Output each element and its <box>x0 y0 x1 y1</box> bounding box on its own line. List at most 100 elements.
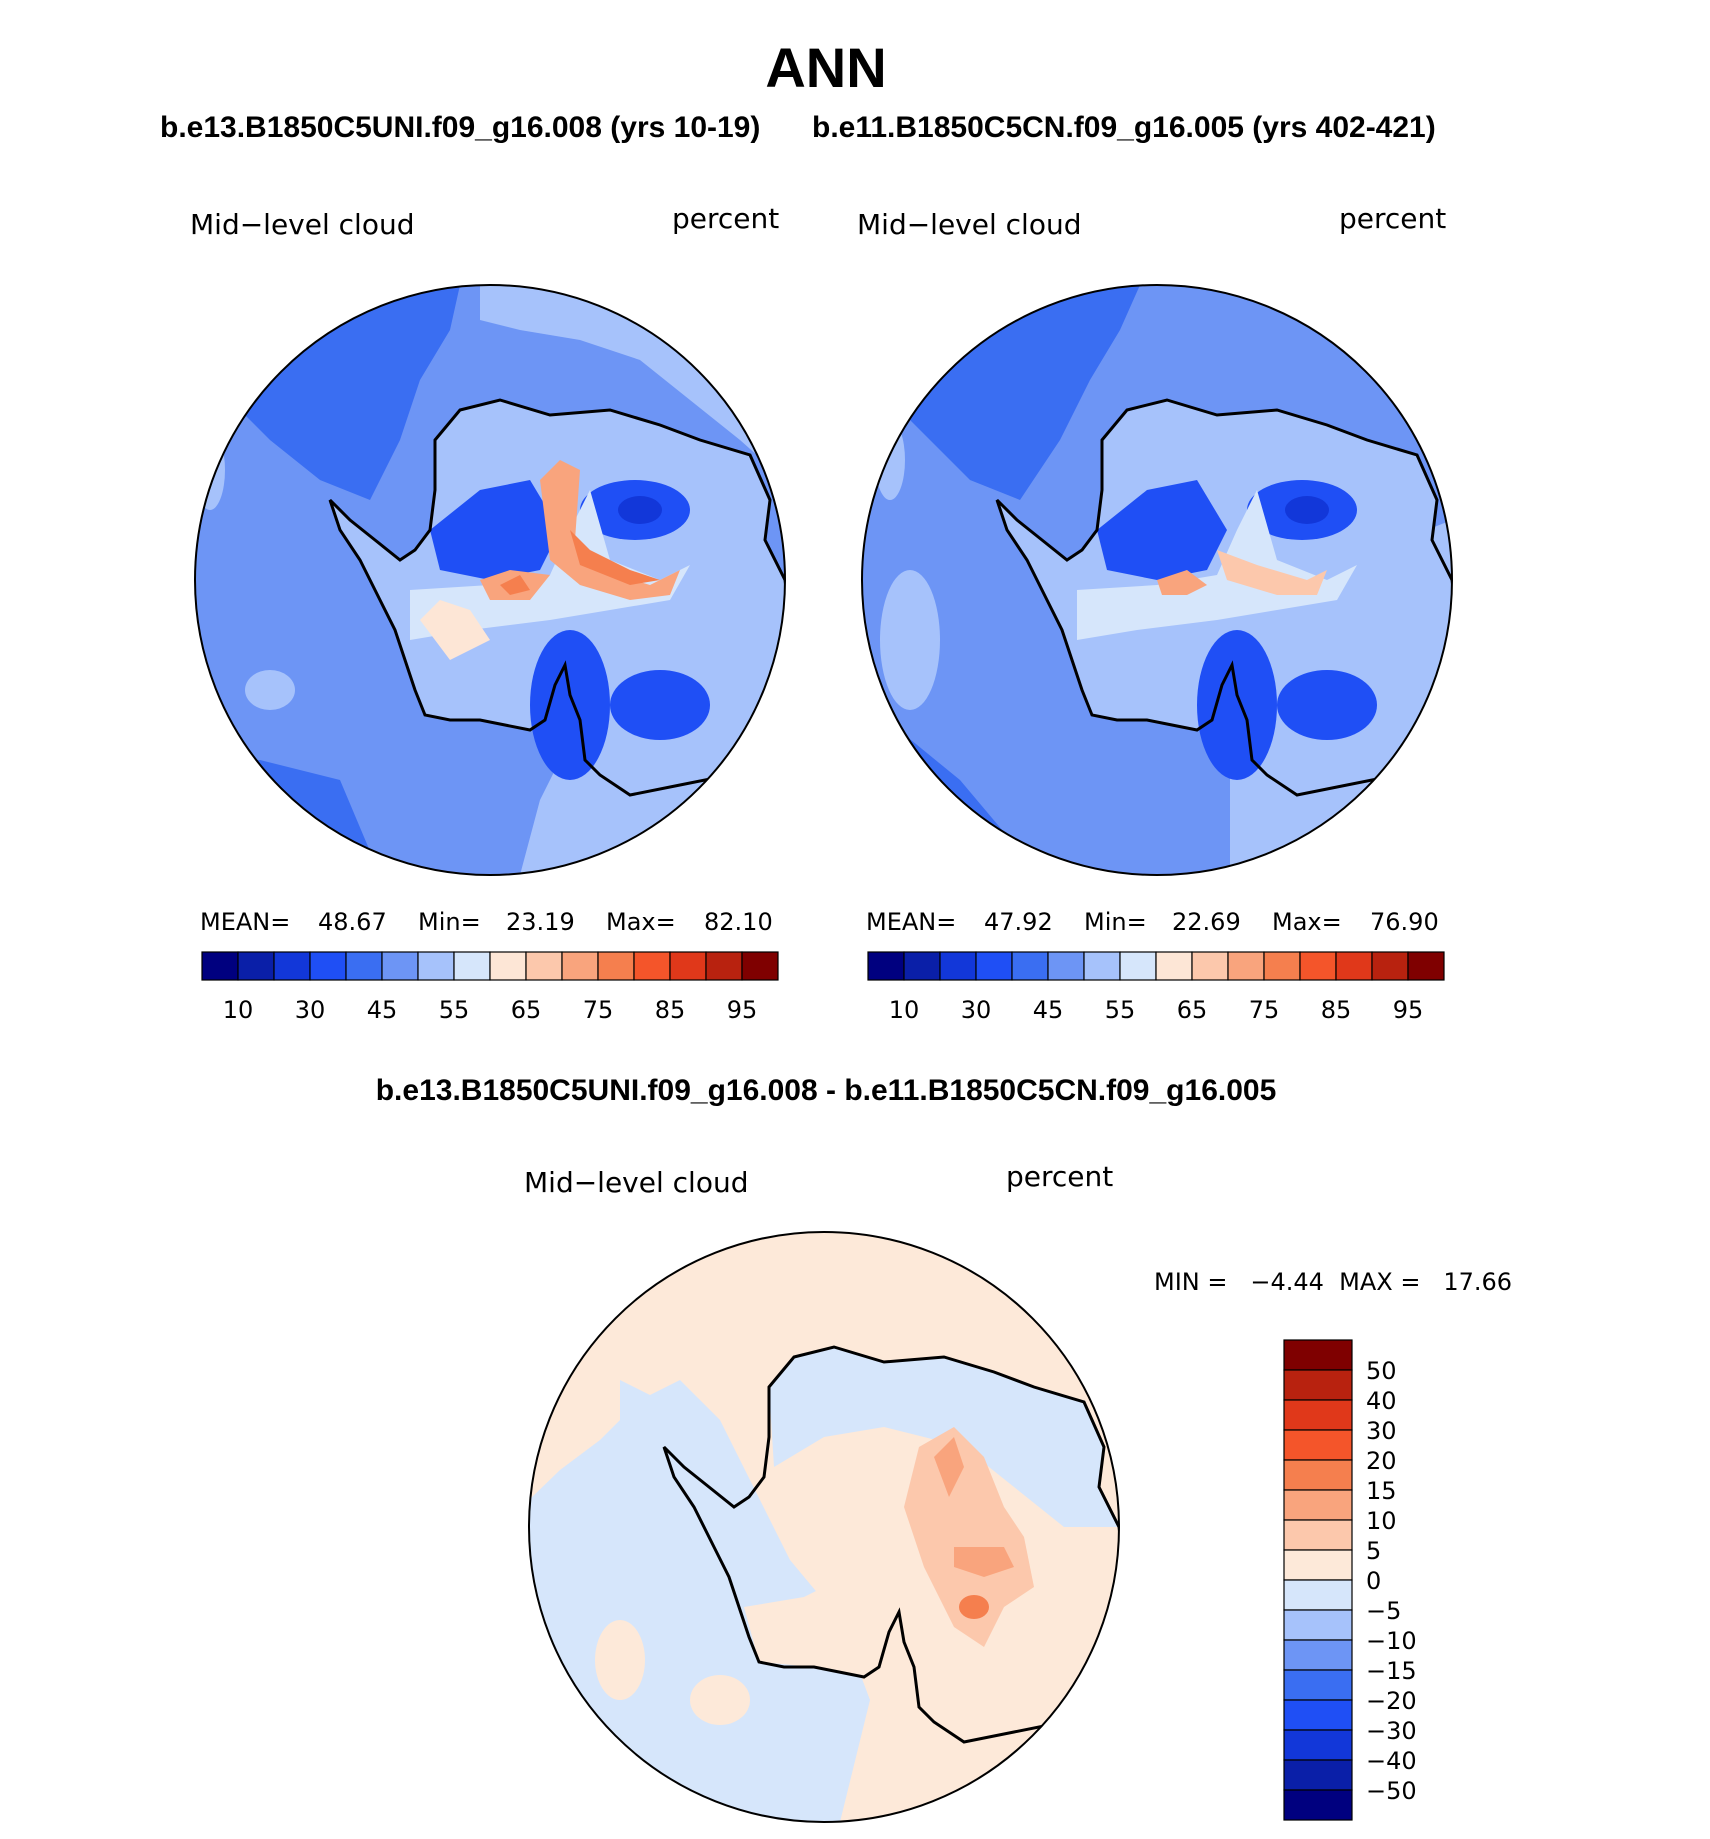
colorbar-swatch <box>1263 951 1301 981</box>
colorbar-swatch <box>1283 1789 1353 1821</box>
colorbar-tick-label: 95 <box>1393 996 1424 1024</box>
panel-2-stats: MEAN= 47.92 Min= 22.69 Max= 76.90 <box>866 908 1439 936</box>
panel-2-variable-label: Mid−level cloud <box>857 208 1081 241</box>
svg-text:MEAN=: MEAN= <box>866 908 956 936</box>
panel-1-case-title: b.e13.B1850C5UNI.f09_g16.008 (yrs 10-19) <box>160 111 760 144</box>
colorbar-swatch <box>1119 951 1157 981</box>
colorbar-tick-label: 75 <box>583 996 614 1024</box>
map-panel-2-border <box>861 284 1453 876</box>
colorbar-tick-label: 20 <box>1366 1447 1397 1475</box>
colorbar-tick-label: 65 <box>511 996 542 1024</box>
colorbar-tick-label: −15 <box>1366 1657 1417 1685</box>
colorbar-tick-label: 55 <box>439 996 470 1024</box>
colorbar-swatch <box>309 951 347 981</box>
colorbar-tick-label: 50 <box>1366 1357 1397 1385</box>
colorbar-swatch <box>1283 1609 1353 1641</box>
colorbar-swatch <box>1191 951 1229 981</box>
svg-text:MEAN=: MEAN= <box>200 908 290 936</box>
colorbar-tick-label: 85 <box>655 996 686 1024</box>
map-panel-diff <box>529 1232 1119 1822</box>
colorbar-swatch <box>1283 1549 1353 1581</box>
colorbar-swatch <box>903 951 941 981</box>
colorbar-swatch <box>1283 1579 1353 1611</box>
colorbar-swatch <box>489 951 527 981</box>
colorbar-swatch <box>1283 1699 1353 1731</box>
colorbar-tick-label: 30 <box>1366 1417 1397 1445</box>
panel-2-units-label: percent <box>1339 202 1446 235</box>
colorbar-tick-label: 10 <box>889 996 920 1024</box>
panel-1-units-label: percent <box>672 202 779 235</box>
panel-1-stats: MEAN= 48.67 Min= 23.19 Max= 82.10 <box>200 908 773 936</box>
colorbar-tick-label: 65 <box>1177 996 1208 1024</box>
colorbar-tick-label: 75 <box>1249 996 1280 1024</box>
colorbar-swatch <box>1299 951 1337 981</box>
colorbar-tick-label: 45 <box>1033 996 1064 1024</box>
colorbar-swatch <box>1283 1399 1353 1431</box>
colorbar-swatch <box>867 951 905 981</box>
panel-1-variable-label: Mid−level cloud <box>190 208 414 241</box>
colorbar-swatch <box>633 951 671 981</box>
colorbar-swatch <box>1283 1669 1353 1701</box>
colorbar-tick-label: 30 <box>295 996 326 1024</box>
colorbar-tick-label: 5 <box>1366 1537 1381 1565</box>
colorbar-tick-label: 45 <box>367 996 398 1024</box>
colorbar-swatch <box>1283 1729 1353 1761</box>
colorbar-swatch <box>1155 951 1193 981</box>
colorbar-swatch <box>1283 1759 1353 1791</box>
colorbar-tick-label: −20 <box>1366 1687 1417 1715</box>
colorbar-tick-label: 30 <box>961 996 992 1024</box>
colorbar-swatch <box>741 951 779 981</box>
colorbar-swatch <box>345 951 383 981</box>
colorbar-swatch <box>453 951 491 981</box>
colorbar-swatch <box>669 951 707 981</box>
colorbar-swatch <box>939 951 977 981</box>
colorbar-swatch <box>381 951 419 981</box>
colorbar-swatch <box>1407 951 1445 981</box>
colorbar-swatch <box>1283 1639 1353 1671</box>
colorbar-swatch <box>417 951 455 981</box>
colorbar-swatch <box>1083 951 1121 981</box>
colorbar-swatch <box>705 951 743 981</box>
diff-stats: MIN = −4.44 MAX = 17.66 <box>1154 1268 1512 1296</box>
colorbar-swatch <box>201 951 239 981</box>
map-panel-2 <box>862 285 1452 875</box>
page-title: ANN <box>765 36 886 99</box>
colorbar-swatch <box>1047 951 1085 981</box>
colorbar-swatch <box>1283 1489 1353 1521</box>
map-panel-diff-border <box>528 1231 1120 1823</box>
colorbar-swatch <box>1283 1459 1353 1491</box>
colorbar-tick-label: 15 <box>1366 1477 1397 1505</box>
colorbar-swatch <box>1335 951 1373 981</box>
colorbar-swatch <box>561 951 599 981</box>
colorbar-panel-1: 10 30 45 55 65 75 85 95 <box>201 951 779 1024</box>
colorbar-swatch <box>1371 951 1409 981</box>
map-panel-1-border <box>194 284 786 876</box>
colorbar-swatch <box>525 951 563 981</box>
colorbar-tick-label: −10 <box>1366 1627 1417 1655</box>
svg-text:82.10: 82.10 <box>704 908 773 936</box>
colorbar-swatch <box>1283 1519 1353 1551</box>
colorbar-tick-label: 85 <box>1321 996 1352 1024</box>
colorbar-swatch <box>1283 1429 1353 1461</box>
colorbar-swatch <box>1283 1339 1353 1371</box>
colorbar-tick-label: 55 <box>1105 996 1136 1024</box>
diff-case-title: b.e13.B1850C5UNI.f09_g16.008 - b.e11.B18… <box>376 1074 1277 1107</box>
colorbar-swatch <box>597 951 635 981</box>
diff-variable-label: Mid−level cloud <box>524 1166 748 1199</box>
colorbar-tick-label: −30 <box>1366 1717 1417 1745</box>
svg-text:76.90: 76.90 <box>1370 908 1439 936</box>
svg-text:48.67: 48.67 <box>318 908 387 936</box>
colorbar-tick-label: 10 <box>223 996 254 1024</box>
colorbar-swatch <box>1011 951 1049 981</box>
colorbar-tick-label: −5 <box>1366 1597 1401 1625</box>
colorbar-swatch <box>273 951 311 981</box>
colorbar-swatch <box>1227 951 1265 981</box>
svg-text:Max=: Max= <box>1272 908 1342 936</box>
colorbar-tick-label: −50 <box>1366 1777 1417 1805</box>
svg-text:23.19: 23.19 <box>506 908 575 936</box>
svg-text:22.69: 22.69 <box>1172 908 1241 936</box>
diff-units-label: percent <box>1006 1160 1113 1193</box>
svg-text:Max=: Max= <box>606 908 676 936</box>
colorbar-swatch <box>237 951 275 981</box>
